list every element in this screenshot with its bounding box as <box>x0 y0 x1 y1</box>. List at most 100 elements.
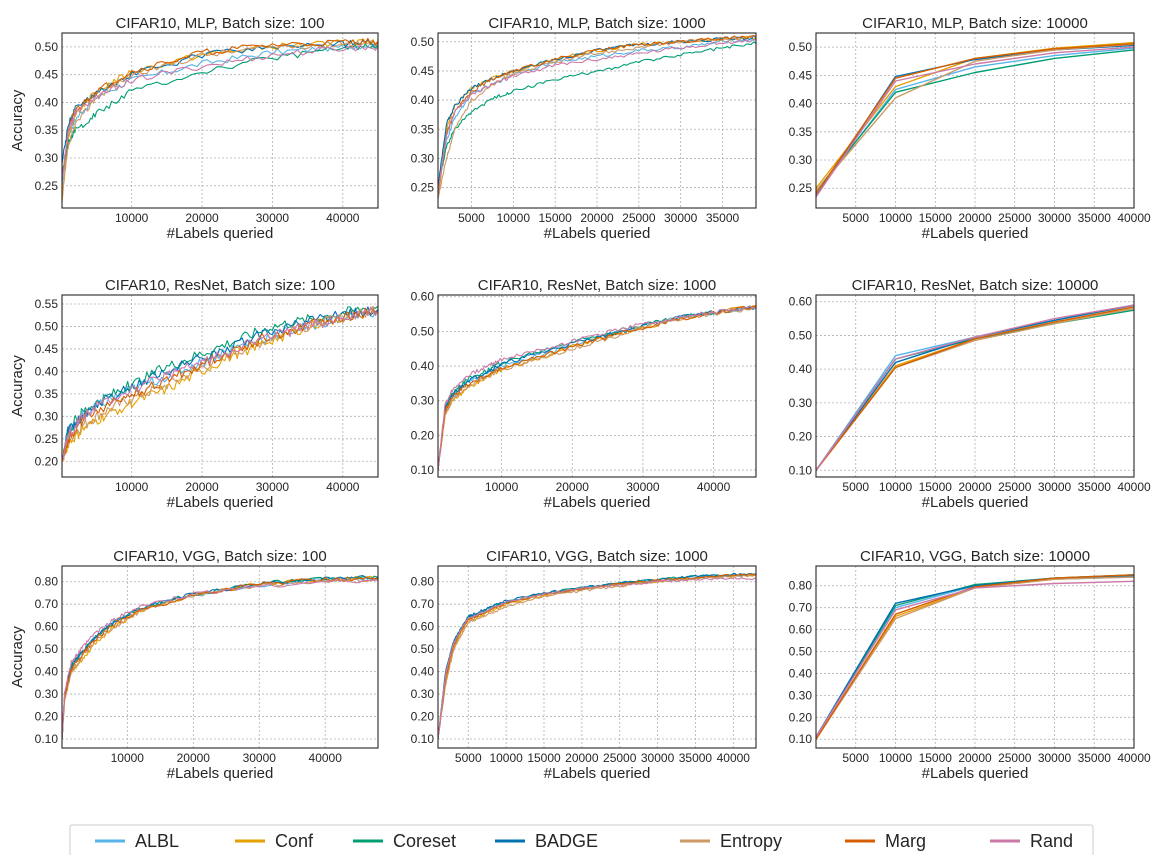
x-tick-label: 10000 <box>489 751 523 765</box>
y-tick-label: 0.25 <box>35 432 59 446</box>
x-tick-label: 5000 <box>842 480 869 494</box>
plot-area <box>438 566 756 748</box>
y-tick-label: 0.70 <box>789 601 813 615</box>
x-tick-label: 35000 <box>1078 751 1112 765</box>
x-tick-label: 20000 <box>565 751 599 765</box>
x-tick-label: 30000 <box>1038 480 1072 494</box>
series-line-badge <box>438 572 756 740</box>
x-tick-label: 40000 <box>1117 480 1151 494</box>
y-tick-label: 0.35 <box>35 387 59 401</box>
y-tick-label: 0.45 <box>35 68 59 82</box>
y-tick-label: 0.40 <box>411 665 435 679</box>
series-line-badge <box>62 575 378 740</box>
y-tick-label: 0.40 <box>789 666 813 680</box>
y-tick-label: 0.35 <box>35 123 59 137</box>
legend-item-marg: Marg <box>845 831 926 851</box>
axes-frame <box>815 32 1135 209</box>
y-tick-label: 0.20 <box>35 454 59 468</box>
axes-frame <box>61 294 379 478</box>
panel-2: 5000 10000 15000 20000 25000 30000 35000 0.25 0.… <box>411 15 757 242</box>
series-line-marg <box>438 305 756 471</box>
panel-5: 10000 20000 30000 40000 0.10 0.20 0.30 0.40 0.50… <box>411 277 757 511</box>
plot-area <box>62 33 378 208</box>
legend-label: ALBL <box>135 831 179 851</box>
x-axis-label: #Labels queried <box>167 765 274 782</box>
series-line-marg <box>816 43 1134 195</box>
y-tick-label: 0.50 <box>35 319 59 333</box>
y-axis-label: Accuracy <box>9 89 26 151</box>
x-tick-label: 35000 <box>679 751 713 765</box>
panel-title: CIFAR10, VGG, Batch size: 1000 <box>486 548 708 565</box>
x-tick-label: 10000 <box>115 480 149 494</box>
y-tick-label: 0.10 <box>411 732 435 746</box>
y-tick-label: 0.30 <box>411 151 435 165</box>
x-tick-label: 20000 <box>958 480 992 494</box>
axes-frame <box>437 32 757 209</box>
axes-frame <box>815 294 1135 478</box>
y-tick-label: 0.80 <box>35 575 59 589</box>
y-tick-label: 0.20 <box>35 710 59 724</box>
y-tick-label: 0.20 <box>789 710 813 724</box>
x-tick-label: 25000 <box>998 751 1032 765</box>
x-axis-label: #Labels queried <box>922 225 1029 242</box>
y-tick-label: 0.70 <box>35 597 59 611</box>
series-line-rand <box>816 46 1134 198</box>
x-tick-label: 40000 <box>697 480 731 494</box>
y-tick-label: 0.60 <box>411 620 435 634</box>
series-line-marg <box>816 306 1134 471</box>
x-tick-label: 20000 <box>580 211 614 225</box>
legend-item-albl: ALBL <box>95 831 179 851</box>
x-tick-label: 10000 <box>111 751 145 765</box>
y-axis-label: Accuracy <box>9 626 26 688</box>
y-axis-label: Accuracy <box>9 355 26 417</box>
y-tick-label: 0.10 <box>789 463 813 477</box>
y-tick-label: 0.40 <box>411 359 435 373</box>
y-tick-label: 0.45 <box>789 68 813 82</box>
series-line-albl <box>62 309 378 462</box>
series-line-entropy <box>816 43 1134 192</box>
y-tick-label: 0.50 <box>35 642 59 656</box>
x-axis-label: #Labels queried <box>544 765 651 782</box>
legend-label: Coreset <box>393 831 456 851</box>
y-tick-label: 0.30 <box>789 396 813 410</box>
x-tick-label: 15000 <box>919 480 953 494</box>
x-tick-label: 25000 <box>998 480 1032 494</box>
x-tick-label: 40000 <box>326 480 360 494</box>
x-axis-label: #Labels queried <box>544 494 651 511</box>
series-line-marg <box>62 307 378 462</box>
x-axis-label: #Labels queried <box>167 494 274 511</box>
y-tick-label: 0.30 <box>35 687 59 701</box>
x-tick-label: 35000 <box>1078 211 1112 225</box>
y-tick-label: 0.60 <box>789 623 813 637</box>
y-tick-label: 0.50 <box>411 642 435 656</box>
y-tick-label: 0.60 <box>35 620 59 634</box>
y-tick-label: 0.60 <box>789 295 813 309</box>
y-tick-label: 0.40 <box>789 362 813 376</box>
series-line-coreset <box>816 49 1134 192</box>
panel-title: CIFAR10, VGG, Batch size: 10000 <box>860 548 1090 565</box>
y-tick-label: 0.20 <box>789 430 813 444</box>
x-tick-label: 30000 <box>1038 751 1072 765</box>
x-tick-label: 30000 <box>641 751 675 765</box>
series-line-marg <box>62 576 378 740</box>
axes-frame <box>815 565 1135 749</box>
legend-label: Conf <box>275 831 314 851</box>
x-tick-label: 10000 <box>879 751 913 765</box>
y-tick-label: 0.30 <box>411 394 435 408</box>
x-axis-label: #Labels queried <box>544 225 651 242</box>
series-line-entropy <box>438 35 756 200</box>
y-tick-label: 0.25 <box>35 179 59 193</box>
x-tick-label: 10000 <box>497 211 531 225</box>
x-tick-label: 5000 <box>842 211 869 225</box>
plot-area <box>438 295 756 477</box>
y-tick-label: 0.30 <box>789 153 813 167</box>
legend-label: BADGE <box>535 831 598 851</box>
panel-1: 10000 20000 30000 40000 0.25 0.30 0.35 0.40 0.45… <box>9 15 379 242</box>
legend-item-coreset: Coreset <box>353 831 456 851</box>
series-line-albl <box>62 42 378 186</box>
legend-item-rand: Rand <box>990 831 1073 851</box>
x-tick-label: 20000 <box>556 480 590 494</box>
x-tick-label: 15000 <box>919 751 953 765</box>
legend-label: Marg <box>885 831 926 851</box>
axes-frame <box>437 294 757 478</box>
